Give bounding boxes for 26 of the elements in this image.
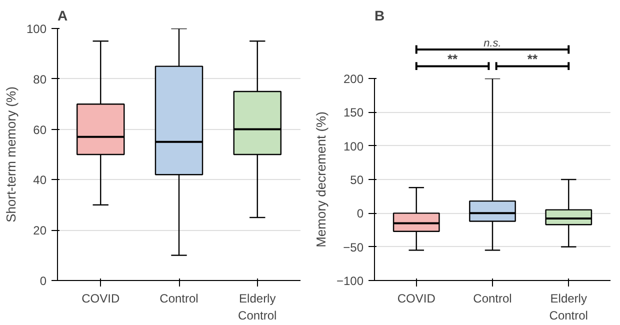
y-tick-label: 50 [350, 173, 364, 187]
y-tick-label: 80 [33, 72, 47, 86]
y-axis-title: Short-term memory (%) [3, 86, 18, 222]
x-tick-label: Control [473, 292, 512, 306]
chart-title: A [58, 8, 68, 24]
y-tick-label: −100 [336, 274, 364, 288]
x-tick-label: Elderly Control [238, 292, 277, 322]
x-tick-label: Elderly Control [549, 292, 588, 322]
y-tick-label: 150 [343, 106, 364, 120]
y-tick-label: 40 [33, 173, 47, 188]
x-tick-label: Control [160, 292, 198, 306]
y-tick-label: 0 [40, 274, 47, 288]
y-tick-label: 200 [343, 72, 364, 86]
chart-title: B [374, 8, 385, 24]
text: n.s. [484, 38, 502, 50]
y-tick-label: 20 [33, 224, 47, 238]
y-axis-title: Memory decrement (%) [313, 112, 328, 248]
text: ** [527, 51, 538, 66]
x-tick-label: COVID [82, 292, 120, 306]
y-tick-label: −50 [343, 240, 364, 254]
x-tick-label: COVID [397, 292, 436, 306]
text: ** [447, 51, 459, 66]
y-tick-label: 100 [343, 139, 364, 154]
y-tick-label: 60 [33, 122, 47, 137]
y-tick-label: 0 [356, 206, 364, 221]
y-tick-label: 100 [26, 22, 47, 36]
